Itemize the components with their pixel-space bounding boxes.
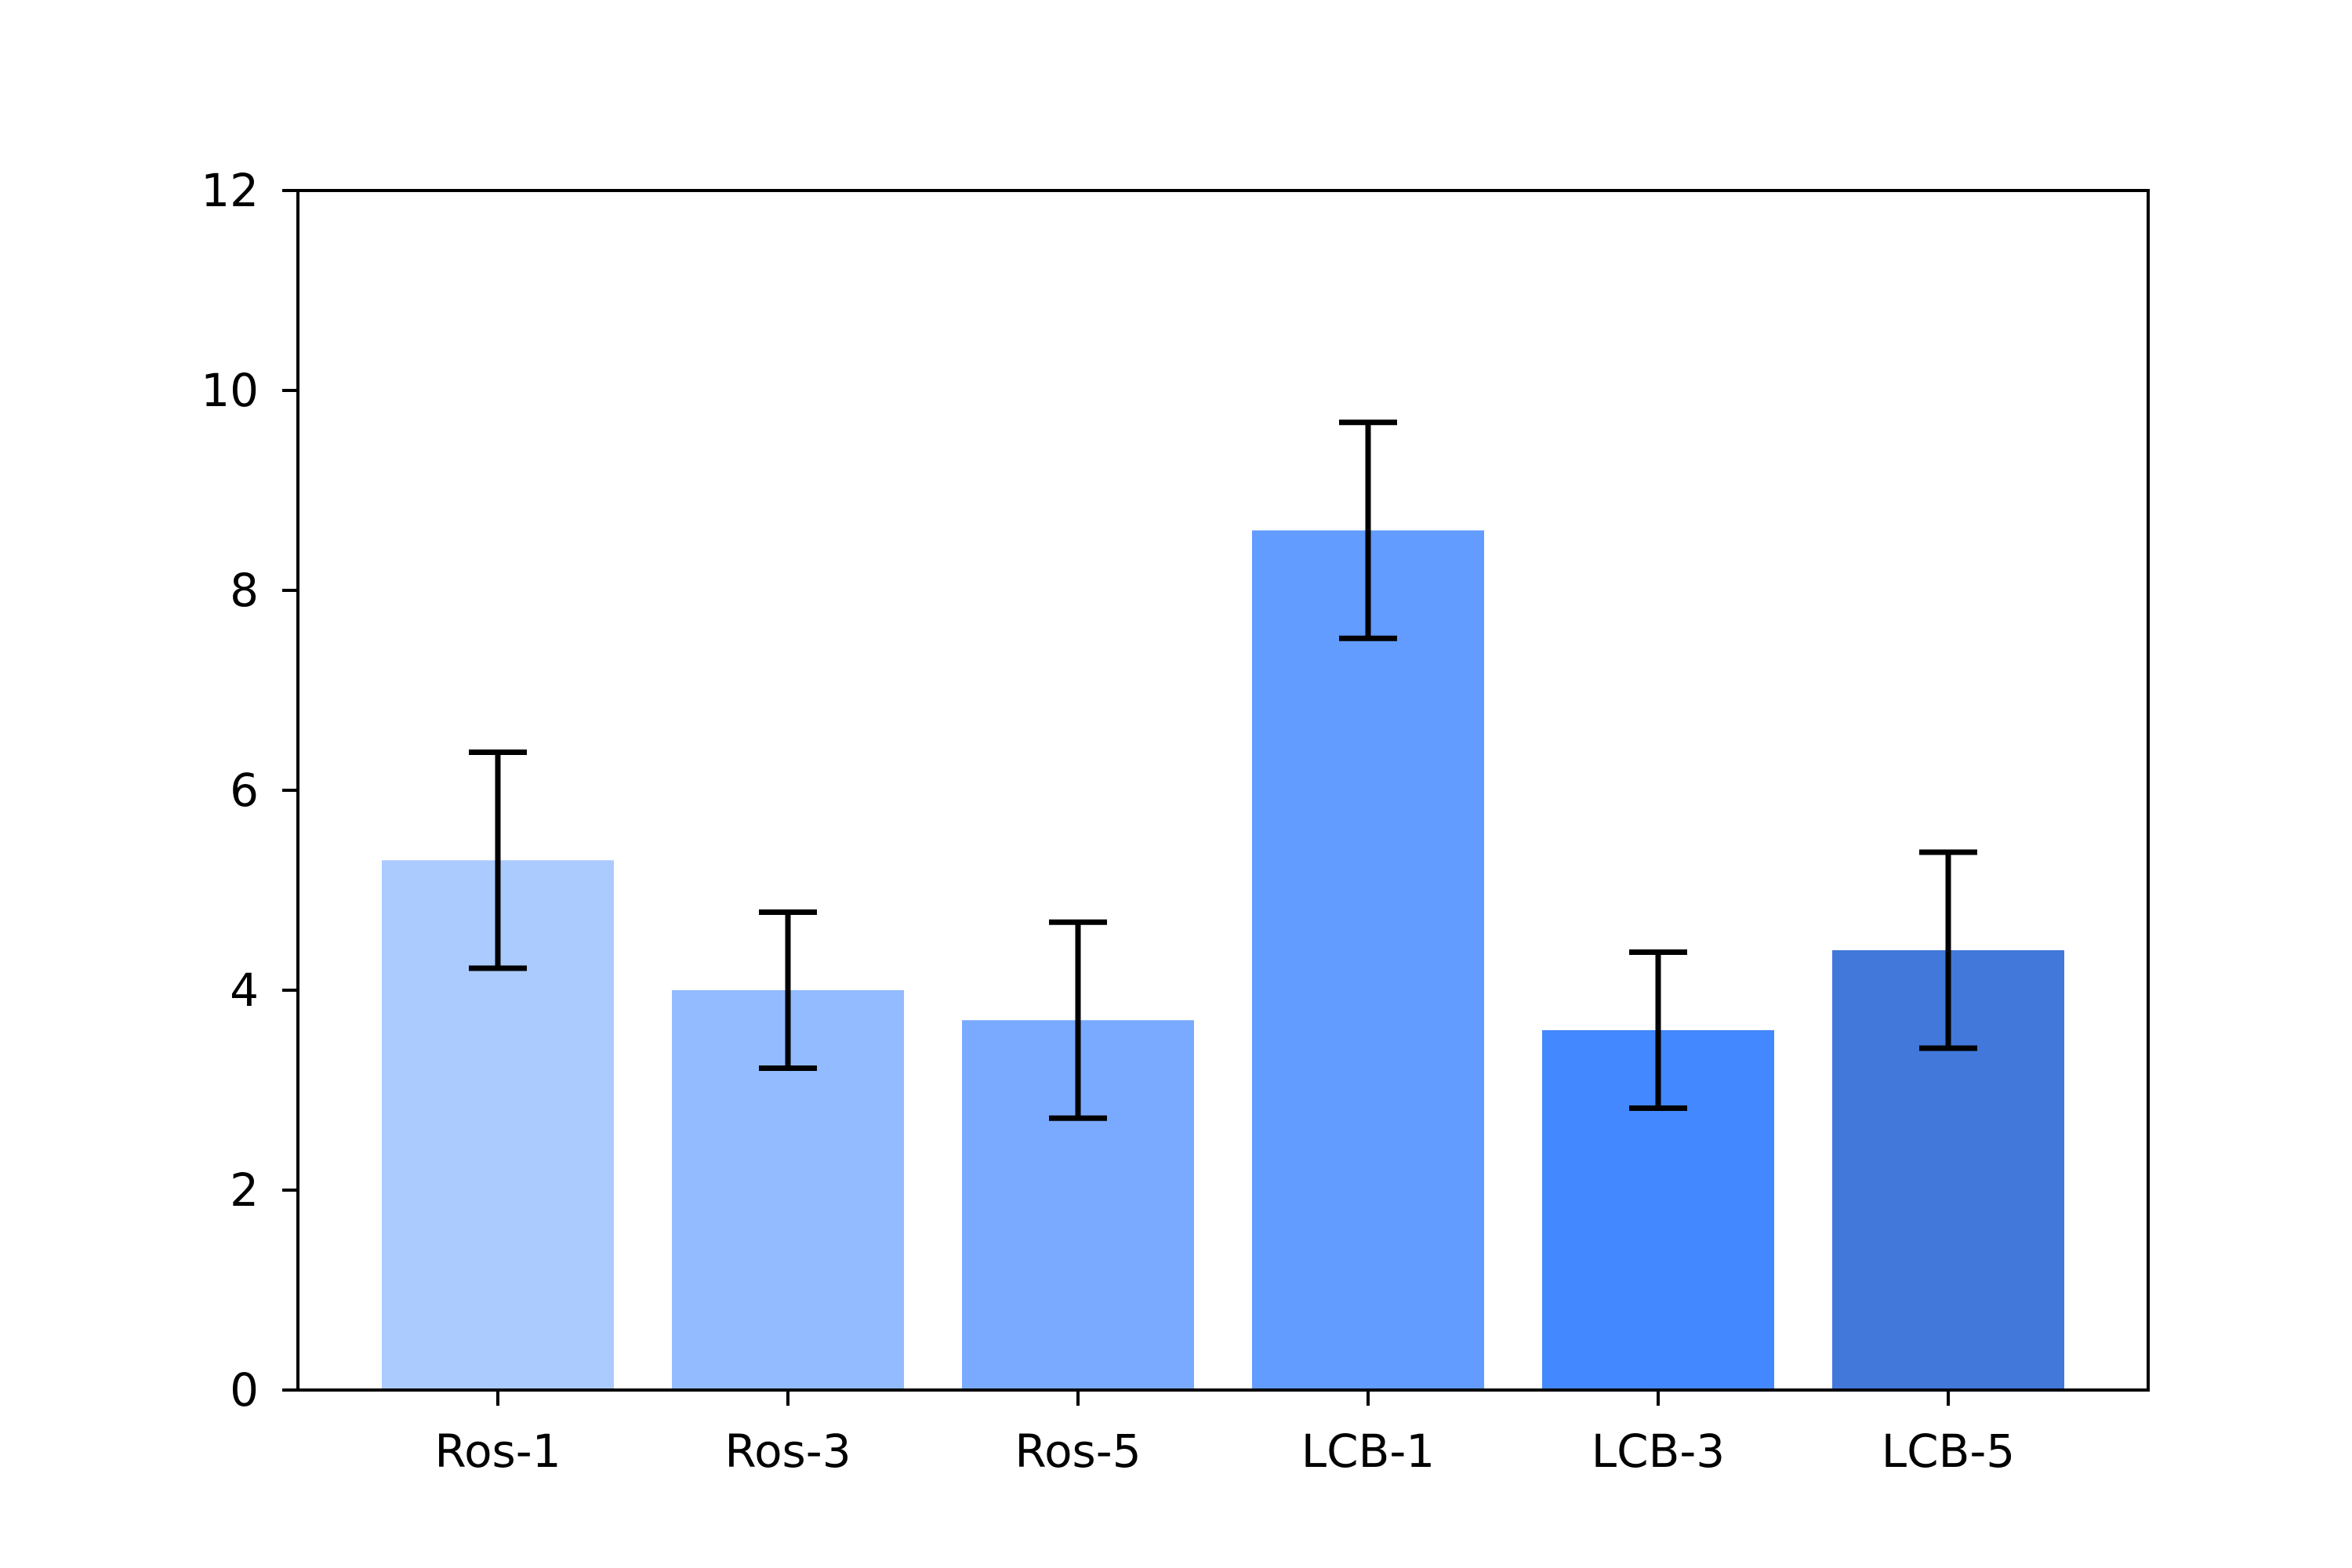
y-tick-label: 4 — [230, 964, 259, 1017]
error-bar-lcb-3 — [1629, 949, 1687, 1111]
y-tick-label: 0 — [230, 1363, 259, 1417]
y-tick-label: 6 — [230, 764, 259, 817]
error-bar-ros-3 — [759, 909, 817, 1071]
x-tick-label: LCB-5 — [1882, 1425, 2015, 1478]
x-tick-label: LCB-1 — [1301, 1425, 1435, 1478]
error-bar-lcb-5 — [1919, 849, 1977, 1051]
x-tick-label: Ros-3 — [724, 1425, 851, 1478]
error-bar-lcb-1 — [1339, 419, 1397, 641]
y-axis: 0 2 4 6 8 10 12 — [201, 164, 298, 1417]
y-tick-label: 8 — [230, 564, 259, 617]
x-tick-label: Ros-1 — [434, 1425, 561, 1478]
error-bars-group — [469, 419, 1977, 1121]
error-bar-ros-5 — [1049, 919, 1107, 1121]
x-tick-label: Ros-5 — [1014, 1425, 1141, 1478]
y-tick-label: 12 — [201, 164, 259, 217]
y-tick-label: 2 — [230, 1163, 259, 1217]
bar-lcb-1 — [1252, 530, 1484, 1390]
error-bar-ros-1 — [469, 750, 527, 971]
x-tick-label: LCB-3 — [1592, 1425, 1725, 1478]
x-axis: Ros-1 Ros-3 Ros-5 LCB-1 LCB-3 LCB-5 — [434, 1390, 2015, 1478]
y-tick-label: 10 — [201, 364, 259, 417]
